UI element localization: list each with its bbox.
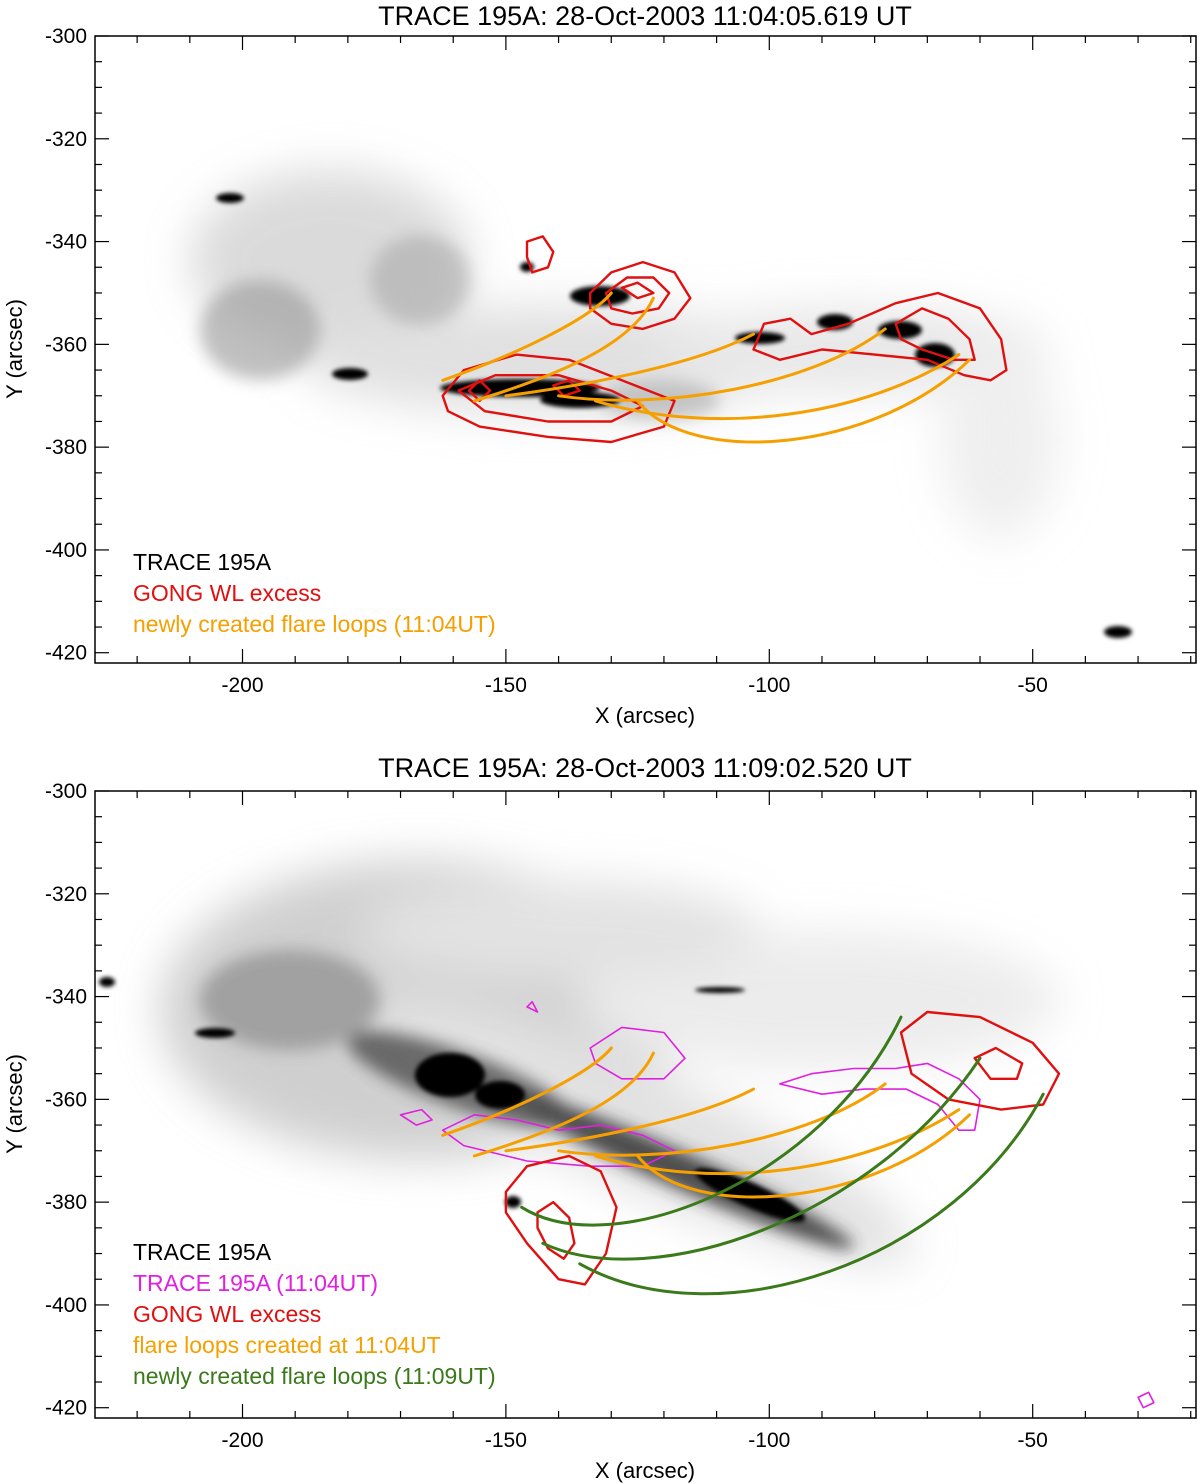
x-tick-label: -100: [748, 1429, 790, 1452]
loop-newly-created-flare-loops-11-09ut-0: [520, 1015, 903, 1227]
legend: TRACE 195A GONG WL excess newly created …: [133, 549, 496, 637]
panel-1109-marks: [399, 1000, 1155, 1409]
x-tick-label: -100: [748, 674, 790, 697]
y-tick-label: -420: [45, 1397, 87, 1420]
x-tick-label: -50: [1018, 1429, 1048, 1452]
loop-flare-loops-created-at-11-04ut-0: [441, 1046, 613, 1137]
legend-trace-195a-1104: TRACE 195A (11:04UT): [133, 1270, 378, 1296]
loop-newly-created-flare-loops-11-04ut-2: [504, 332, 755, 398]
x-tick-label: -150: [485, 1429, 527, 1452]
x-tick-label: -200: [221, 1429, 263, 1452]
contour-gong-wl-excess-4: [752, 291, 1008, 382]
x-axis-label: X (arcsec): [595, 703, 695, 728]
trace-195a-image: [190, 170, 1132, 638]
loop-flare-loops-created-at-11-04ut-2: [504, 1087, 755, 1153]
contour-gong-wl-excess-0: [504, 1154, 618, 1286]
trace-195a-image: [99, 860, 1060, 1264]
x-tick-label: -50: [1018, 674, 1048, 697]
loop-newly-created-flare-loops-11-04ut-3: [557, 327, 887, 402]
legend-new-flare-loops-1109: newly created flare loops (11:09UT): [133, 1363, 496, 1389]
contour-gong-wl-excess-1: [536, 1200, 576, 1260]
series-trace-195a-11-04ut: [399, 1000, 1155, 1409]
y-tick-label: -400: [45, 539, 87, 562]
y-tick-label: -320: [45, 883, 87, 906]
contour-gong-wl-excess-5: [894, 307, 976, 361]
contour-gong-wl-excess-0: [525, 235, 555, 274]
loop-newly-created-flare-loops-11-04ut-0: [441, 291, 613, 382]
y-tick-label: -400: [45, 1294, 87, 1317]
x-tick-label: -150: [485, 674, 527, 697]
legend-new-flare-loops: newly created flare loops (11:04UT): [133, 611, 496, 637]
y-tick-label: -340: [45, 231, 87, 254]
series-newly-created-flare-loops-11-09ut: [520, 1015, 1045, 1296]
y-tick-label: -360: [45, 1088, 87, 1111]
series-gong-wl-excess: [504, 1010, 1061, 1286]
panel-1104-axes: -200 -150 -100 -50 -300 -320 -340 -360 -380 -400 -…: [45, 25, 1196, 697]
loop-flare-loops-created-at-11-04ut-5: [636, 1113, 971, 1199]
contour-trace-195a-11-04ut-2: [778, 1062, 981, 1131]
series-flare-loops-created-at-11-04ut: [441, 1046, 971, 1199]
y-axis-label: Y (arcsec): [2, 1054, 27, 1154]
plot-frame: [94, 35, 1197, 664]
y-tick-label: -380: [45, 1191, 87, 1214]
loop-newly-created-flare-loops-11-04ut-1: [472, 296, 655, 403]
panel-1109-axes: -200 -150 -100 -50 -300 -320 -340 -360 -380 -400 -…: [45, 780, 1196, 1452]
contour-gong-wl-excess-6: [441, 353, 676, 444]
y-tick-label: -340: [45, 986, 87, 1009]
y-tick-label: -300: [45, 25, 87, 48]
y-tick-label: -320: [45, 128, 87, 151]
loop-newly-created-flare-loops-11-04ut-4: [594, 353, 961, 421]
contour-gong-wl-excess-8: [467, 379, 492, 403]
legend-gong-wl-excess: GONG WL excess: [133, 1301, 321, 1327]
series-newly-created-flare-loops-11-04ut: [441, 291, 971, 444]
contour-gong-wl-excess-2: [604, 276, 671, 315]
loop-newly-created-flare-loops-11-04ut-5: [636, 358, 971, 444]
y-tick-label: -380: [45, 436, 87, 459]
panel-1104: TRACE 195A: 28-Oct-2003 11:04:05.619 UT: [2, 1, 1197, 728]
y-tick-label: -420: [45, 642, 87, 665]
y-tick-label: -360: [45, 333, 87, 356]
legend-flare-loops-1104: flare loops created at 11:04UT: [133, 1332, 441, 1358]
legend: TRACE 195A TRACE 195A (11:04UT) GONG WL …: [133, 1239, 496, 1389]
contour-gong-wl-excess-3: [620, 281, 655, 300]
panel-1109: TRACE 195A: 28-Oct-2003 11:09:02.520 UT: [2, 753, 1197, 1483]
y-axis-label: Y (arcsec): [2, 299, 27, 399]
loop-flare-loops-created-at-11-04ut-3: [557, 1082, 887, 1157]
loop-flare-loops-created-at-11-04ut-1: [472, 1051, 655, 1158]
loop-newly-created-flare-loops-11-09ut-1: [541, 1056, 982, 1261]
contour-gong-wl-excess-9: [552, 379, 581, 397]
panel-title: TRACE 195A: 28-Oct-2003 11:09:02.520 UT: [378, 753, 912, 783]
contour-trace-195a-11-04ut-1: [441, 1114, 676, 1167]
contour-trace-195a-11-04ut-5: [1137, 1391, 1155, 1409]
legend-gong-wl-excess: GONG WL excess: [133, 580, 321, 606]
panel-1104-marks: [441, 235, 1008, 444]
legend-trace-195a: TRACE 195A: [133, 549, 272, 575]
legend-trace-195a: TRACE 195A: [133, 1239, 272, 1265]
contour-trace-195a-11-04ut-0: [589, 1026, 686, 1080]
plot-frame: [94, 790, 1197, 1419]
contour-trace-195a-11-04ut-3: [399, 1108, 433, 1126]
series-gong-wl-excess: [441, 235, 1008, 444]
panel-title: TRACE 195A: 28-Oct-2003 11:04:05.619 UT: [378, 1, 912, 31]
loop-newly-created-flare-loops-11-09ut-2: [578, 1092, 1045, 1296]
contour-trace-195a-11-04ut-4: [526, 1000, 539, 1013]
x-axis-label: X (arcsec): [595, 1458, 695, 1483]
x-tick-label: -200: [221, 674, 263, 697]
contour-gong-wl-excess-2: [899, 1010, 1061, 1111]
contour-gong-wl-excess-3: [973, 1046, 1024, 1081]
y-tick-label: -300: [45, 780, 87, 803]
contour-gong-wl-excess-1: [589, 260, 692, 331]
